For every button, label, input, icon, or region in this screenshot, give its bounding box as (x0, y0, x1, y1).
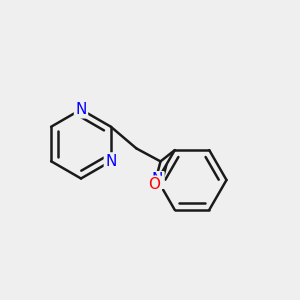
Text: O: O (148, 177, 160, 192)
Text: N: N (75, 102, 87, 117)
Text: N: N (152, 172, 163, 188)
Text: N: N (105, 154, 117, 169)
